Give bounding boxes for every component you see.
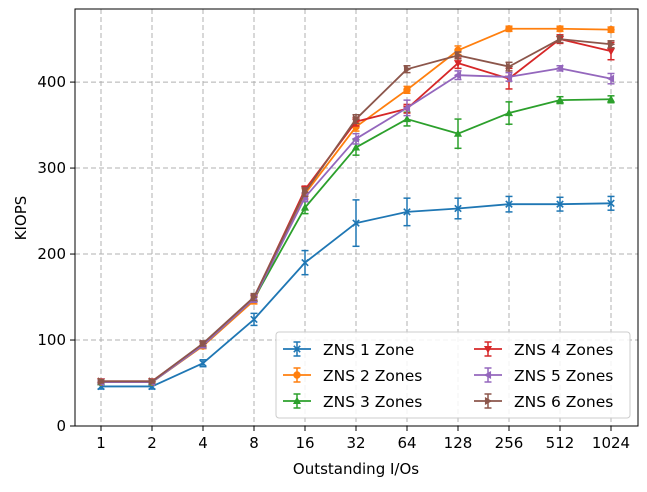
- data-point: [504, 72, 513, 81]
- data-point: [556, 200, 564, 208]
- legend-item-4: ZNS 4 Zones: [474, 341, 613, 359]
- data-point: [300, 203, 310, 211]
- data-point: [606, 74, 615, 83]
- data-point: [351, 143, 361, 151]
- x-tick-label: 4: [198, 434, 208, 452]
- data-point: [556, 35, 565, 44]
- data-point: [607, 25, 615, 34]
- data-point: [555, 95, 565, 104]
- data-point: [453, 129, 463, 137]
- x-tick-label: 1: [96, 434, 106, 452]
- data-point: [454, 204, 462, 213]
- data-point: [402, 114, 412, 123]
- marker-stroke: [352, 219, 360, 227]
- legend-marker: [293, 345, 301, 353]
- legend-marker: [483, 370, 492, 380]
- data-point: [606, 48, 616, 56]
- data-point: [250, 292, 259, 302]
- data-point: [402, 103, 411, 112]
- legend-frame: [275, 331, 631, 419]
- series-layer: [96, 25, 616, 391]
- data-point: [403, 65, 412, 74]
- data-point: [97, 377, 106, 386]
- legend-label: ZNS 6 Zones: [514, 393, 613, 411]
- legend-item-1: ZNS 1 Zone: [283, 341, 414, 359]
- legend-label: ZNS 3 Zones: [323, 393, 422, 411]
- x-tick-label: 1024: [592, 434, 630, 452]
- data-point: [555, 64, 564, 73]
- data-point: [505, 200, 513, 208]
- data-point: [607, 199, 615, 208]
- data-point: [454, 51, 463, 60]
- legend-label: ZNS 2 Zones: [323, 367, 422, 385]
- legend-item-3: ZNS 3 Zones: [283, 393, 422, 411]
- y-tick-label: 100: [37, 331, 66, 349]
- series-6: [97, 34, 616, 386]
- y-tick-label: 300: [37, 159, 66, 177]
- marker-stroke: [250, 315, 258, 324]
- marker-stroke: [556, 200, 564, 208]
- marker-stroke: [403, 208, 411, 216]
- x-tick-label: 32: [346, 434, 365, 452]
- x-tick-label: 16: [295, 434, 314, 452]
- legend-label: ZNS 5 Zones: [514, 367, 613, 385]
- legend-label: ZNS 1 Zone: [323, 341, 414, 359]
- marker-stroke: [505, 200, 513, 208]
- data-point: [453, 60, 463, 68]
- legend-item-6: ZNS 6 Zones: [474, 393, 613, 411]
- data-point: [199, 359, 207, 368]
- marker-stroke: [293, 345, 301, 353]
- x-tick-label: 2: [147, 434, 157, 452]
- legend-marker: [484, 396, 493, 406]
- y-tick-label: 200: [37, 245, 66, 263]
- legend-marker: [483, 345, 493, 354]
- x-axis-title: Outstanding I/Os: [293, 460, 419, 478]
- y-tick-label: 400: [37, 73, 66, 91]
- data-point: [301, 188, 310, 197]
- tick-layer: 1 2 4 8 16 32 64 128 256 512 1024 0 100 200 300 400: [37, 73, 630, 452]
- marker-stroke: [199, 359, 207, 368]
- legend-label: ZNS 4 Zones: [514, 341, 613, 359]
- legend-marker: [292, 396, 302, 405]
- data-point: [505, 25, 513, 33]
- data-point: [504, 108, 514, 117]
- data-point: [403, 208, 411, 216]
- y-axis-title: KIOPS: [12, 196, 30, 241]
- data-point: [351, 134, 360, 143]
- data-point: [607, 40, 616, 49]
- data-point: [352, 219, 360, 227]
- data-point: [250, 315, 258, 324]
- marker-stroke: [301, 258, 309, 267]
- data-point: [556, 25, 564, 33]
- data-point: [148, 377, 157, 386]
- x-tick-label: 256: [495, 434, 524, 452]
- data-point: [606, 95, 616, 103]
- data-point: [352, 115, 361, 124]
- x-tick-label: 128: [444, 434, 473, 452]
- x-tick-label: 8: [249, 434, 259, 452]
- data-point: [199, 339, 208, 348]
- legend: ZNS 1 Zone ZNS 2 Zones ZNS 3 Zones ZNS 4 Zo…: [275, 331, 631, 419]
- legend-marker: [293, 371, 301, 379]
- x-tick-label: 64: [397, 434, 416, 452]
- marker-stroke: [607, 199, 615, 208]
- marker-stroke: [454, 204, 462, 213]
- legend-item-5: ZNS 5 Zones: [474, 367, 613, 385]
- data-point: [403, 86, 411, 94]
- x-tick-label: 512: [546, 434, 575, 452]
- data-point: [301, 258, 309, 267]
- data-point: [505, 62, 514, 71]
- y-tick-label: 0: [56, 417, 66, 435]
- legend-item-2: ZNS 2 Zones: [283, 367, 422, 385]
- data-point: [453, 71, 462, 80]
